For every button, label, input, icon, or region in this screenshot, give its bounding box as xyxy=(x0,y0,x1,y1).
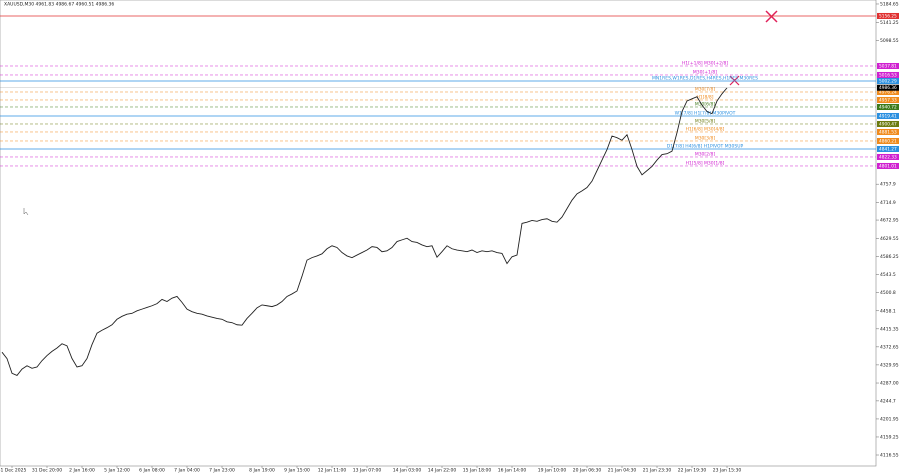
y-tick-label: 4672.95 xyxy=(880,218,899,224)
y-tick-label: 4329.95 xyxy=(880,362,899,368)
x-tick-label: 9 Jan 15:00 xyxy=(284,468,310,474)
x-tick-label: 15 Jan 18:00 xyxy=(463,468,492,474)
y-tick-label: 4714.9 xyxy=(880,200,896,206)
price-box-label: 4900.47 xyxy=(879,121,897,127)
x-tick-label: 8 Jan 19:00 xyxy=(249,468,275,474)
price-box xyxy=(877,71,899,78)
x-tick-label: 19 Jan 10:00 xyxy=(538,468,567,474)
level-label: M30[2/8] xyxy=(695,151,716,157)
level-label: H1[6/8] M30[4/8] xyxy=(686,126,725,132)
price-box-label: 5016.53 xyxy=(879,72,897,78)
plot-frame xyxy=(0,0,877,467)
x-tick-label: 20 Jan 06:30 xyxy=(573,468,602,474)
level-label: H1[8/8] xyxy=(696,94,713,100)
price-box-label: 4822.33 xyxy=(879,154,897,160)
x-tick-label: 13 Jan 07:00 xyxy=(353,468,382,474)
level-label: H1[5/8] M30[1/8] xyxy=(686,160,725,166)
y-tick-label: 4500.8 xyxy=(880,290,896,296)
y-tick-label: 4244.7 xyxy=(880,398,896,404)
price-box xyxy=(877,12,899,19)
price-box xyxy=(877,153,899,160)
level-label: M30[3/8] xyxy=(695,135,716,141)
price-box xyxy=(877,162,899,169)
last-price-label: 4986.36 xyxy=(879,85,897,91)
level-label: M30[6/8] xyxy=(695,101,716,107)
last-price-box xyxy=(877,84,899,91)
price-box-label: 4881.53 xyxy=(879,129,897,135)
y-tick-label: 4372.65 xyxy=(880,344,899,350)
x-tick-label: 12 Jan 11:00 xyxy=(318,468,347,474)
y-tick-label: 4159.25 xyxy=(880,434,899,440)
price-box-label: 4801.01 xyxy=(879,163,897,169)
y-tick-label: 4415.35 xyxy=(880,326,899,332)
y-tick-label: 4543.5 xyxy=(880,272,896,278)
x-tick-label: 21 Jan 04:30 xyxy=(608,468,637,474)
y-tick-label: 4116.55 xyxy=(880,453,899,459)
price-box-label: 5156.25 xyxy=(879,13,897,19)
price-box xyxy=(877,112,899,119)
price-box-label: 4976.24 xyxy=(879,89,897,95)
level-label: D1[7/8] H4[6/8] H1PIVOT M30SUP xyxy=(667,143,744,149)
cursor xyxy=(23,208,29,216)
y-tick-label: 5141.25 xyxy=(880,20,899,26)
y-tick-label: 4201.95 xyxy=(880,416,899,422)
price-box xyxy=(877,128,899,135)
price-box-label: 4841.27 xyxy=(879,146,897,152)
price-box xyxy=(877,77,899,84)
level-label: M30[+1/8] xyxy=(693,69,717,75)
x-tick-label: 7 Jan 04:00 xyxy=(174,468,200,474)
price-box xyxy=(877,137,899,144)
price-box-label: 4860.21 xyxy=(879,138,897,144)
x-tick-label: 23 Jan 15:30 xyxy=(713,468,742,474)
y-tick-label: 4458.1 xyxy=(880,308,896,314)
price-box-label: 4919.41 xyxy=(879,113,897,119)
x-tick-label: 31 Dec 2025 xyxy=(0,468,27,474)
y-tick-label: 4757.9 xyxy=(880,182,896,188)
chart-title: XAUUSD,M30 4961.83 4986.67 4960.51 4986.… xyxy=(4,2,114,8)
price-box xyxy=(877,96,899,103)
level-label: MN1RES,W1RES,D1RES,H4RES,H1RES,M30RES xyxy=(652,75,758,81)
price-box xyxy=(877,145,899,152)
x-tick-label: 16 Jan 14:00 xyxy=(498,468,527,474)
x-tick-label: 31 Dec 20:00 xyxy=(32,468,62,474)
x-tick-label: 2 Jan 16:00 xyxy=(69,468,95,474)
y-tick-label: 4586.25 xyxy=(880,254,899,260)
price-box-label: 4940.72 xyxy=(879,104,897,110)
x-tick-label: 22 Jan 19:30 xyxy=(678,468,707,474)
x-tick-label: 14 Jan 03:00 xyxy=(393,468,422,474)
x-tick-label: 7 Jan 23:00 xyxy=(209,468,235,474)
level-label: H1[+1/8] M30[+2/8] xyxy=(682,60,729,66)
y-tick-label: 5184.65 xyxy=(880,1,899,7)
x-tick-label: 21 Jan 23:30 xyxy=(643,468,672,474)
price-box-label: 5002.29 xyxy=(879,78,897,84)
level-label: M30[7/8] xyxy=(695,86,716,92)
price-box-label: 5037.81 xyxy=(879,63,897,69)
level-label: W1[7/8] H1[7/8] M30PIVOT xyxy=(675,110,736,116)
x-tick-label: 6 Jan 08:00 xyxy=(139,468,165,474)
price-box xyxy=(877,103,899,110)
y-tick-label: 4629.55 xyxy=(880,236,899,242)
price-box-label: 4957.33 xyxy=(879,97,897,103)
x-tick-label: 14 Jan 22:00 xyxy=(428,468,457,474)
y-tick-label: 4287.00 xyxy=(880,381,899,387)
marker-cross xyxy=(729,75,740,86)
y-tick-label: 5098.55 xyxy=(880,38,899,44)
price-box xyxy=(877,120,899,127)
level-label: M30[5/8] xyxy=(695,118,716,124)
price-box xyxy=(877,62,899,69)
marker-cross xyxy=(765,10,778,23)
x-tick-label: 5 Jan 12:00 xyxy=(104,468,130,474)
price-line xyxy=(1,87,728,376)
price-box xyxy=(877,88,899,95)
